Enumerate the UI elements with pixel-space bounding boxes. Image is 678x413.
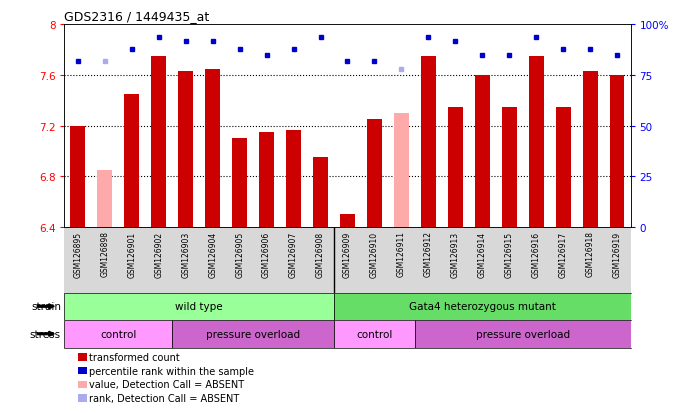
Bar (259, 133, 274, 228)
Bar (367, 120, 382, 228)
Text: control: control (356, 329, 393, 339)
Text: GSM126919: GSM126919 (612, 231, 622, 277)
Text: value, Detection Call = ABSENT: value, Detection Call = ABSENT (89, 380, 245, 389)
Text: GSM126913: GSM126913 (451, 231, 460, 277)
Bar (286, 130, 301, 228)
Bar (421, 57, 436, 228)
Text: rank, Detection Call = ABSENT: rank, Detection Call = ABSENT (89, 393, 240, 403)
Text: GSM126916: GSM126916 (532, 231, 540, 277)
Text: GSM126898: GSM126898 (100, 231, 109, 277)
Text: Gata4 heterozygous mutant: Gata4 heterozygous mutant (409, 301, 556, 311)
Text: GSM126918: GSM126918 (586, 231, 595, 277)
Bar (475, 76, 490, 228)
Text: pressure overload: pressure overload (206, 329, 300, 339)
Bar (394, 114, 409, 228)
Text: GSM126901: GSM126901 (127, 231, 136, 277)
Bar (415, 320, 631, 348)
Bar (172, 320, 334, 348)
Bar (340, 215, 355, 228)
Text: transformed count: transformed count (89, 352, 180, 362)
Bar (178, 72, 193, 228)
Bar (124, 95, 139, 228)
Text: stress: stress (30, 329, 61, 339)
Text: GSM126903: GSM126903 (181, 231, 191, 277)
Text: GDS2316 / 1449435_at: GDS2316 / 1449435_at (64, 10, 210, 23)
Text: wild type: wild type (176, 301, 223, 311)
Text: percentile rank within the sample: percentile rank within the sample (89, 366, 254, 376)
Text: GSM126915: GSM126915 (504, 231, 514, 277)
Text: GSM126909: GSM126909 (343, 231, 352, 277)
Bar (98, 171, 113, 228)
Bar (502, 107, 517, 228)
Text: strain: strain (31, 301, 61, 311)
Bar (582, 72, 597, 228)
Text: GSM126910: GSM126910 (370, 231, 379, 277)
Text: GSM126914: GSM126914 (478, 231, 487, 277)
Text: GSM126908: GSM126908 (316, 231, 325, 277)
Text: pressure overload: pressure overload (476, 329, 570, 339)
Text: GSM126905: GSM126905 (235, 231, 244, 277)
Bar (151, 57, 166, 228)
Bar (64, 293, 334, 320)
Text: GSM126912: GSM126912 (424, 231, 433, 277)
Text: GSM126907: GSM126907 (289, 231, 298, 277)
Bar (448, 107, 462, 228)
Text: GSM126895: GSM126895 (73, 231, 83, 277)
Bar (334, 293, 631, 320)
Bar (556, 107, 571, 228)
Text: GSM126917: GSM126917 (559, 231, 567, 277)
Bar (71, 126, 85, 228)
Bar (205, 69, 220, 228)
Bar (313, 158, 328, 228)
Bar (64, 320, 172, 348)
Bar (233, 139, 247, 228)
Bar (529, 57, 544, 228)
Text: GSM126911: GSM126911 (397, 231, 406, 277)
Bar (610, 76, 624, 228)
Text: control: control (100, 329, 136, 339)
Text: GSM126902: GSM126902 (155, 231, 163, 277)
Text: GSM126904: GSM126904 (208, 231, 217, 277)
Bar (334, 320, 415, 348)
Text: GSM126906: GSM126906 (262, 231, 271, 277)
